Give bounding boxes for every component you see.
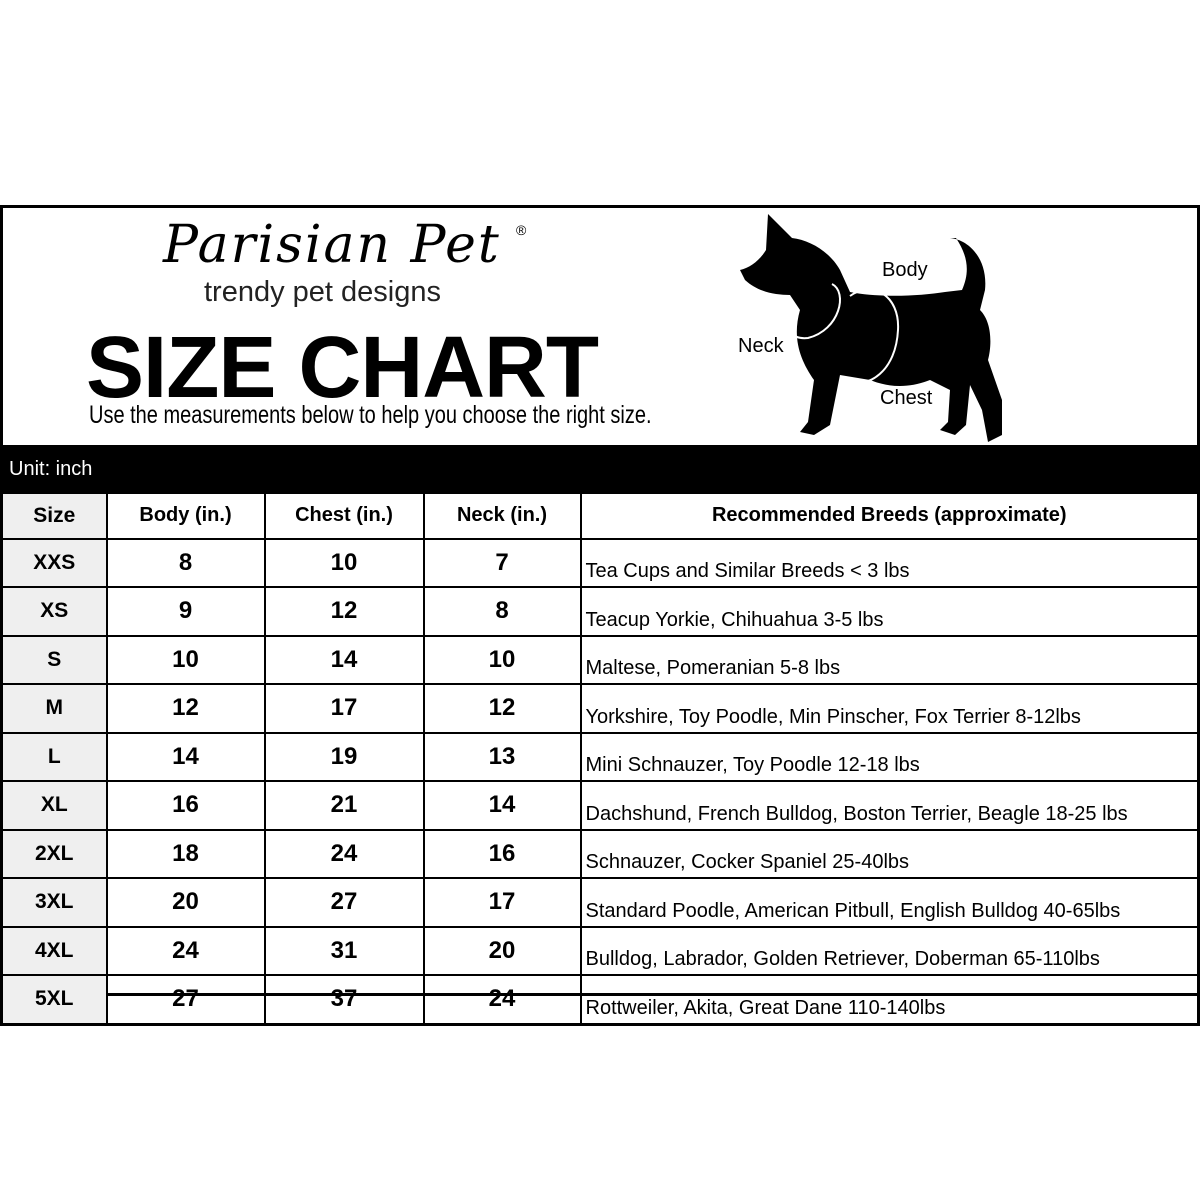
col-header-body: Body (in.) bbox=[105, 492, 266, 540]
table-row: S 10 14 10 Maltese, Pomeranian 5-8 lbs bbox=[0, 634, 1200, 685]
cell-body: 9 bbox=[105, 586, 266, 637]
cell-body: 18 bbox=[105, 828, 266, 879]
neck-ring bbox=[785, 283, 841, 340]
cell-neck: 20 bbox=[422, 925, 582, 976]
cell-size: 5XL bbox=[0, 974, 108, 1026]
cell-body: 16 bbox=[105, 780, 266, 831]
table-row: 2XL 18 24 16 Schnauzer, Cocker Spaniel 25-40… bbox=[0, 828, 1200, 879]
cell-breeds: Dachshund, French Bulldog, Boston Terrie… bbox=[579, 780, 1200, 831]
label-neck: Neck bbox=[738, 335, 785, 357]
cell-size: XL bbox=[0, 780, 108, 831]
cell-breeds: Teacup Yorkie, Chihuahua 3-5 lbs bbox=[579, 586, 1200, 637]
cell-size: S bbox=[0, 634, 108, 685]
cell-breeds: Schnauzer, Cocker Spaniel 25-40lbs bbox=[579, 828, 1200, 879]
cell-body: 24 bbox=[105, 925, 266, 976]
cell-neck: 8 bbox=[422, 586, 582, 637]
cell-breeds: Yorkshire, Toy Poodle, Min Pinscher, Fox… bbox=[579, 683, 1200, 734]
cell-breeds: Bulldog, Labrador, Golden Retriever, Dob… bbox=[579, 925, 1200, 976]
cell-body: 27 bbox=[105, 974, 266, 1026]
cell-neck: 24 bbox=[422, 974, 582, 1026]
cell-body: 20 bbox=[105, 877, 266, 928]
cell-body: 8 bbox=[105, 537, 266, 588]
cell-neck: 14 bbox=[422, 780, 582, 831]
cell-chest: 17 bbox=[263, 683, 425, 734]
table-row: 5XL 27 37 24 Rottweiler, Akita, Great Dane 1… bbox=[0, 974, 1200, 1026]
cell-chest: 31 bbox=[263, 925, 425, 976]
cell-neck: 10 bbox=[422, 634, 582, 685]
table-row: L 14 19 13 Mini Schnauzer, Toy Poodle 12-18 … bbox=[0, 731, 1200, 782]
cell-neck: 16 bbox=[422, 828, 582, 879]
label-chest: Chest bbox=[880, 387, 933, 409]
size-table: Size Body (in.) Chest (in.) Neck (in.) R… bbox=[0, 492, 1200, 1026]
cell-chest: 37 bbox=[263, 974, 425, 1026]
cell-breeds: Tea Cups and Similar Breeds < 3 lbs bbox=[579, 537, 1200, 588]
col-header-chest: Chest (in.) bbox=[263, 492, 425, 540]
cell-body: 10 bbox=[105, 634, 266, 685]
cell-body: 14 bbox=[105, 731, 266, 782]
col-header-breeds: Recommended Breeds (approximate) bbox=[579, 492, 1200, 540]
page-title: SIZE CHART bbox=[86, 319, 599, 416]
cell-chest: 24 bbox=[263, 828, 425, 879]
col-header-neck: Neck (in.) bbox=[422, 492, 582, 540]
cell-breeds: Rottweiler, Akita, Great Dane 110-140lbs bbox=[579, 974, 1200, 1026]
label-body: Body bbox=[882, 259, 928, 281]
page-subtitle: Use the measurements below to help you c… bbox=[89, 401, 652, 429]
cell-chest: 21 bbox=[263, 780, 425, 831]
chest-ring bbox=[841, 288, 900, 385]
cell-chest: 19 bbox=[263, 731, 425, 782]
table-row: XS 9 12 8 Teacup Yorkie, Chihuahua 3-5 lbs bbox=[0, 586, 1200, 637]
cell-size: 2XL bbox=[0, 828, 108, 879]
cell-size: M bbox=[0, 683, 108, 734]
cell-size: 3XL bbox=[0, 877, 108, 928]
cell-breeds: Standard Poodle, American Pitbull, Engli… bbox=[579, 877, 1200, 928]
cell-neck: 17 bbox=[422, 877, 582, 928]
registered-mark: ® bbox=[516, 222, 527, 238]
unit-band bbox=[0, 445, 1200, 492]
table-row: M 12 17 12 Yorkshire, Toy Poodle, Min Pinsch… bbox=[0, 683, 1200, 734]
table-header-row: Size Body (in.) Chest (in.) Neck (in.) R… bbox=[0, 492, 1200, 540]
col-header-size: Size bbox=[0, 492, 108, 540]
cell-size: XS bbox=[0, 586, 108, 637]
cell-neck: 13 bbox=[422, 731, 582, 782]
table-row: XL 16 21 14 Dachshund, French Bulldog, Bosto… bbox=[0, 780, 1200, 831]
dog-body bbox=[740, 214, 1002, 442]
table-row: XXS 8 10 7 Tea Cups and Similar Breeds < 3 l… bbox=[0, 537, 1200, 588]
cell-size: L bbox=[0, 731, 108, 782]
unit-label: Unit: inch bbox=[9, 458, 93, 480]
cell-size: XXS bbox=[0, 537, 108, 588]
table-row: 4XL 24 31 20 Bulldog, Labrador, Golden Retri… bbox=[0, 925, 1200, 976]
cell-chest: 14 bbox=[263, 634, 425, 685]
cell-chest: 27 bbox=[263, 877, 425, 928]
cell-neck: 7 bbox=[422, 537, 582, 588]
brand-tagline: trendy pet designs bbox=[204, 276, 441, 308]
brand-logo: Parisian Pet bbox=[163, 215, 501, 275]
cell-neck: 12 bbox=[422, 683, 582, 734]
table-row: 3XL 20 27 17 Standard Poodle, American Pitbu… bbox=[0, 877, 1200, 928]
cell-chest: 12 bbox=[263, 586, 425, 637]
cell-breeds: Maltese, Pomeranian 5-8 lbs bbox=[579, 634, 1200, 685]
dog-silhouette-icon: Body Neck Chest bbox=[738, 214, 1002, 442]
cell-body: 12 bbox=[105, 683, 266, 734]
cell-chest: 10 bbox=[263, 537, 425, 588]
cell-size: 4XL bbox=[0, 925, 108, 976]
cell-breeds: Mini Schnauzer, Toy Poodle 12-18 lbs bbox=[579, 731, 1200, 782]
